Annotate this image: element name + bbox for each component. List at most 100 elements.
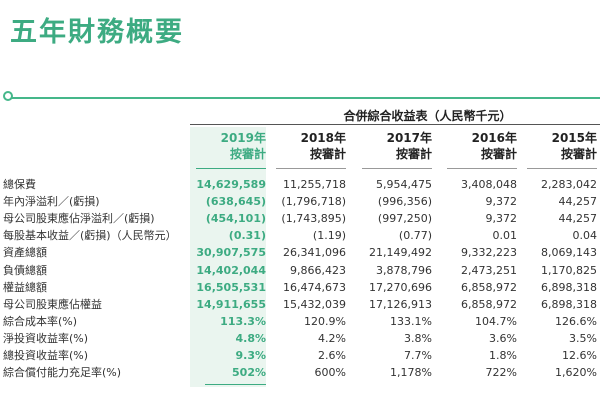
table-cell: 4.2% — [318, 331, 346, 345]
table-cell: 3.8% — [404, 331, 432, 345]
row-label: 總投資收益率(%) — [3, 349, 89, 362]
table-cell: 1.8% — [489, 349, 517, 362]
column-year: 2017年 — [386, 131, 432, 145]
table-cell: 0.04 — [572, 229, 598, 243]
row-label: 母公司股東應佔權益 — [3, 297, 102, 311]
table-row: 負債總額 14,402,044 9,866,423 3,878,796 2,473,25… — [0, 263, 600, 279]
row-label: 每股基本收益／(虧損)（人民幣元） — [3, 229, 177, 243]
table-cell: 3,878,796 — [376, 263, 432, 277]
column-header-rule — [276, 168, 346, 169]
row-label: 負債總額 — [3, 263, 47, 277]
table-cell: 17,270,696 — [369, 280, 432, 294]
table-cell: 9,372 — [485, 212, 518, 226]
row-label: 淨投資收益率(%) — [3, 331, 89, 345]
table-cell: 120.9% — [304, 314, 346, 328]
table-cell: 2,473,251 — [461, 263, 517, 277]
table-cell: 722% — [485, 366, 517, 380]
column-year: 2016年 — [471, 131, 517, 145]
table-row: 綜合償付能力充足率(%) 502% 600% 1,178% 722% 1,620% — [0, 365, 600, 381]
table-cell: 44,257 — [558, 212, 598, 226]
table-cell: 12.6% — [562, 349, 597, 362]
table-cell: 15,432,039 — [283, 297, 346, 311]
table-cell: (454,101) — [205, 212, 266, 226]
table-cell: 16,474,673 — [283, 280, 346, 294]
table-row: 每股基本收益／(虧損)（人民幣元） (0.31) (1.19) (0.77) 0.01 0… — [0, 228, 600, 244]
table-cell: 502% — [232, 366, 266, 380]
table-row: 年內淨溢利／(虧損) (638,645) (1,796,718) (996,356) 9… — [0, 194, 600, 210]
table-cell: 3.6% — [489, 331, 517, 345]
table-row: 權益總額 16,505,531 16,474,673 17,270,696 6,858,… — [0, 280, 600, 296]
row-label: 資產總額 — [3, 246, 47, 260]
column-note: 按審計 — [395, 147, 432, 161]
row-label: 總保費 — [3, 178, 36, 191]
column-year: 2019年 — [220, 131, 266, 145]
column-year: 2018年 — [300, 131, 346, 145]
column-note: 按審計 — [229, 147, 266, 161]
table-cell: 16,505,531 — [196, 280, 266, 294]
column-year: 2015年 — [551, 131, 597, 145]
column-header-rule — [447, 168, 517, 169]
column-note: 按審計 — [560, 147, 597, 161]
table-cell: (0.77) — [398, 229, 432, 243]
table-cell: (1.19) — [312, 229, 346, 243]
table-cell: 14,911,655 — [196, 297, 266, 311]
table-cell: 6,858,972 — [461, 280, 517, 294]
table-row: 總投資收益率(%) 9.3% 2.6% 7.7% 1.8% 12.6% — [0, 348, 600, 364]
table-cell: 11,255,718 — [283, 178, 346, 191]
table-cell: 9,332,223 — [461, 246, 517, 260]
column-header-0: 2019年按審計 — [180, 130, 266, 162]
row-label: 權益總額 — [3, 280, 47, 294]
row-label: 年內淨溢利／(虧損) — [3, 195, 100, 209]
table-cell: 9,372 — [485, 195, 518, 209]
column-note: 按審計 — [309, 147, 346, 161]
table-cell: 21,149,492 — [369, 246, 432, 260]
highlight-column-2019 — [190, 127, 266, 387]
table-cell: 133.1% — [390, 314, 432, 328]
table-cell: 9.3% — [235, 349, 266, 362]
row-label: 綜合成本率(%) — [3, 314, 78, 328]
table-cell: 6,858,972 — [461, 297, 517, 311]
table-cell: 104.7% — [475, 314, 517, 328]
highlight-underline — [205, 384, 266, 385]
table-cell: 6,898,318 — [541, 280, 597, 294]
table-cell: 8,069,143 — [541, 246, 597, 260]
table-row: 資產總額 30,907,575 26,341,096 21,149,492 9,332,… — [0, 245, 600, 261]
page-title: 五年財務概要 — [10, 17, 184, 48]
column-header-rule — [362, 168, 432, 169]
table-row: 總保費 14,629,589 11,255,718 5,954,475 3,408,04… — [0, 177, 600, 193]
caption-divider — [190, 124, 600, 125]
table-cell: 126.6% — [555, 314, 597, 328]
table-cell: 5,954,475 — [376, 178, 432, 191]
table-cell: 14,629,589 — [196, 178, 266, 191]
column-header-rule — [527, 168, 597, 169]
table-row: 綜合成本率(%) 113.3% 120.9% 133.1% 104.7% 126.6% — [0, 314, 600, 330]
column-header-1: 2018年按審計 — [260, 130, 346, 162]
column-header-3: 2016年按審計 — [431, 130, 517, 162]
table-cell: 4.8% — [235, 331, 266, 345]
table-cell: 7.7% — [404, 349, 432, 362]
table-cell: 44,257 — [558, 195, 598, 209]
divider-dot-icon — [3, 91, 13, 101]
row-label: 母公司股東應佔淨溢利／(虧損) — [3, 212, 155, 226]
table-row: 母公司股東應佔淨溢利／(虧損) (454,101) (1,743,895) (997,… — [0, 211, 600, 227]
column-header-rule — [196, 168, 266, 169]
table-cell: 113.3% — [220, 314, 266, 328]
table-cell: 14,402,044 — [196, 263, 266, 277]
column-header-2: 2017年按審計 — [346, 130, 432, 162]
row-label: 綜合償付能力充足率(%) — [3, 366, 122, 380]
column-header-4: 2015年按審計 — [511, 130, 597, 162]
table-cell: 0.01 — [492, 229, 518, 243]
table-cell: 600% — [314, 366, 346, 380]
table-cell: 9,866,423 — [290, 263, 346, 277]
table-cell: (997,250) — [377, 212, 432, 226]
table-cell: (1,743,895) — [281, 212, 346, 226]
table-row: 母公司股東應佔權益 14,911,655 15,432,039 17,126,913 6… — [0, 297, 600, 313]
table-cell: 6,898,318 — [541, 297, 597, 311]
table-cell: 3,408,048 — [461, 178, 517, 191]
column-note: 按審計 — [480, 147, 517, 161]
table-cell: 1,170,825 — [541, 263, 597, 277]
table-cell: (638,645) — [205, 195, 266, 209]
table-cell: 17,126,913 — [369, 297, 432, 311]
table-cell: 1,178% — [390, 366, 432, 380]
table-cell: 30,907,575 — [196, 246, 266, 260]
